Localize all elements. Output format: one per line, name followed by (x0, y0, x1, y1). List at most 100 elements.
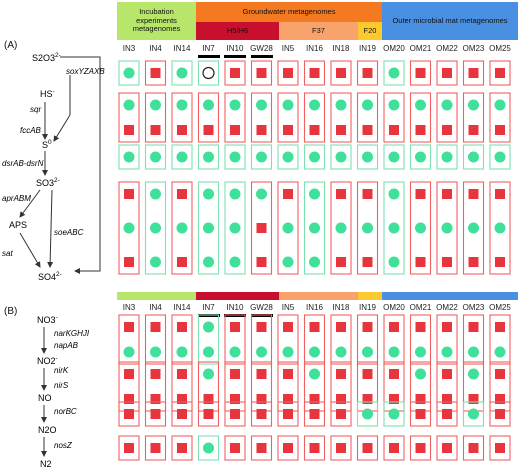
square-marker (283, 68, 293, 78)
square-marker (442, 369, 452, 379)
a-gene-box (489, 92, 511, 143)
square-marker (283, 322, 293, 332)
square-marker (150, 125, 161, 135)
gene-dsr: dsrAB-dsrN (2, 159, 44, 168)
square-marker (415, 409, 426, 419)
sulfur-pathway-diagram: S2O32- soxYZAXB HS- sqr fccAB S0 dsrAB-d… (2, 52, 105, 282)
header-h5h6: H5/H6 (196, 22, 279, 40)
a-gene-box (144, 92, 167, 143)
circle-marker (441, 346, 453, 358)
a-gene-box (462, 181, 485, 275)
circle-marker (494, 99, 506, 111)
square-marker (442, 257, 452, 267)
square-marker (283, 369, 293, 379)
square-marker (442, 322, 452, 332)
gene-sat: sat (2, 249, 13, 258)
compound-no3: NO3- (37, 314, 58, 325)
a-gene-box (303, 92, 326, 143)
square-marker (256, 369, 267, 379)
square-marker (256, 322, 267, 332)
square-marker (177, 394, 187, 404)
square-marker (389, 443, 399, 453)
square-marker (495, 394, 505, 404)
b-gene-box (144, 314, 167, 365)
square-marker (230, 369, 240, 379)
circle-marker (468, 368, 479, 380)
b-underline-in10 (224, 314, 246, 317)
circle-marker (203, 442, 214, 454)
circle-marker (282, 99, 294, 111)
header-f20: F20 (358, 22, 382, 40)
b-gene-box (489, 314, 511, 365)
circle-marker (415, 151, 426, 163)
b-caption-om25: OM25 (489, 303, 511, 312)
circle-marker (150, 222, 161, 234)
b-gene-box (330, 435, 352, 461)
colorbar-outer-mat (382, 292, 518, 300)
circle-marker (229, 346, 241, 358)
a-caption-om25: OM25 (489, 44, 511, 53)
a-gene-box (409, 92, 432, 143)
b-gene-box (356, 361, 379, 412)
b-underline-gw28 (250, 314, 273, 317)
square-marker (415, 68, 426, 78)
circle-marker (123, 151, 135, 163)
square-marker (336, 125, 346, 135)
circle-marker (388, 256, 400, 268)
a-underline-in7 (197, 55, 220, 58)
a-caption-in18: IN18 (332, 44, 350, 53)
a-caption-om21: OM21 (409, 44, 432, 53)
header-groundwater-label: Groundwater metagenomes (242, 6, 336, 16)
circle-marker (362, 222, 373, 234)
circle-marker (203, 151, 214, 163)
compound-aps: APS (9, 220, 27, 230)
square-marker (309, 322, 320, 332)
square-marker (362, 443, 373, 453)
square-marker (389, 322, 399, 332)
a-caption-in10: IN10 (226, 44, 244, 53)
circle-marker (176, 67, 188, 79)
b-gene-box (250, 314, 273, 365)
circle-marker (388, 151, 400, 163)
colorbar-f37 (279, 292, 358, 300)
colorbar-h5h6 (196, 292, 279, 300)
b-underline-in7 (197, 314, 220, 317)
square-marker (256, 394, 267, 404)
square-marker (468, 125, 479, 135)
a-gene-box (383, 92, 405, 143)
b-gene-box (277, 314, 299, 365)
compound-no: NO (38, 393, 52, 403)
square-marker (150, 322, 161, 332)
square-marker (389, 369, 399, 379)
a-gene-box (330, 144, 352, 170)
b-gene-box (436, 401, 458, 427)
circle-marker (229, 188, 241, 200)
colorbar-f20 (358, 292, 382, 300)
square-marker (468, 443, 479, 453)
circle-marker (468, 151, 479, 163)
a-gene-box (171, 181, 193, 275)
b-caption-in16: IN16 (306, 303, 323, 312)
b-gene-box (224, 401, 246, 427)
b-gene-box (197, 435, 220, 461)
circle-marker (309, 151, 320, 163)
square-marker (230, 322, 240, 332)
circle-marker (388, 67, 400, 79)
b-gene-box (436, 361, 458, 412)
a-gene-box (383, 144, 405, 170)
gene-fcc: fccAB (20, 126, 42, 135)
a-gene-box (250, 181, 273, 275)
square-marker (256, 223, 267, 233)
square-marker (124, 322, 134, 332)
a-gene-box (462, 144, 485, 170)
square-marker (495, 257, 505, 267)
square-marker (309, 409, 320, 419)
circle-marker (468, 346, 479, 358)
circle-marker (150, 188, 161, 200)
a-gene-box (118, 60, 140, 86)
a-gene-box (171, 144, 193, 170)
square-marker (230, 125, 240, 135)
square-marker (362, 257, 373, 267)
circle-marker (203, 222, 214, 234)
a-gene-box (409, 60, 432, 86)
